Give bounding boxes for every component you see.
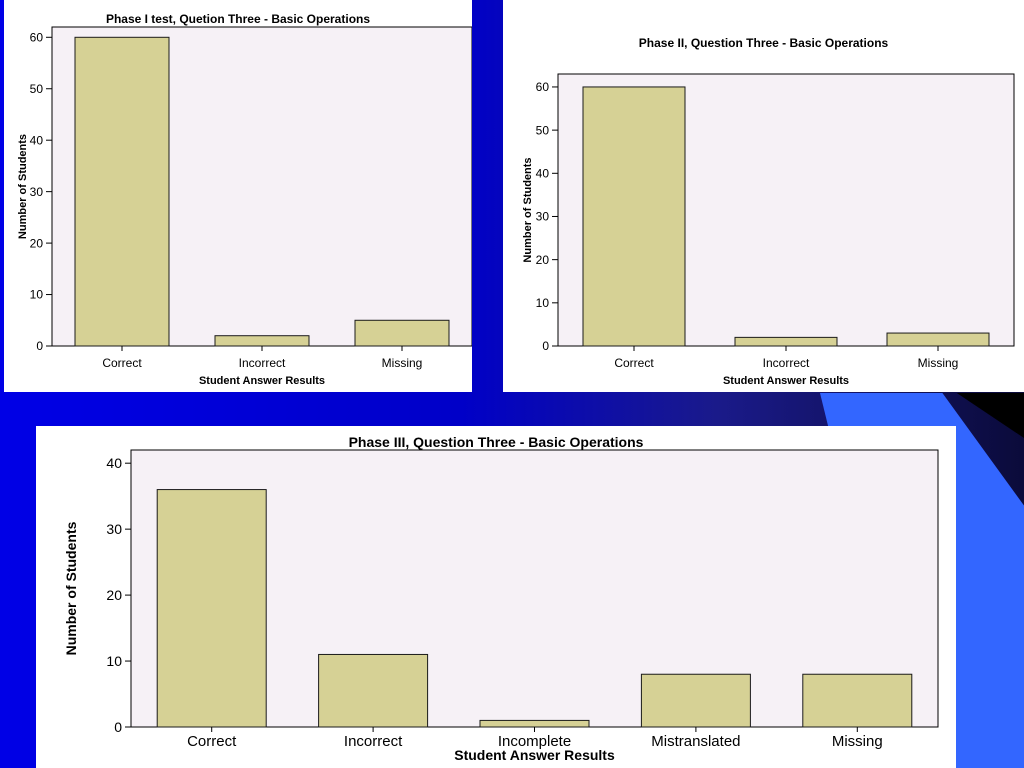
- y-tick-label: 10: [30, 288, 44, 302]
- y-tick-label: 20: [106, 587, 122, 603]
- bar-incomplete: [479, 719, 590, 728]
- y-tick-label: 20: [30, 236, 44, 250]
- chart-svg: Phase III, Question Three - Basic Operat…: [63, 434, 939, 763]
- chart-svg: Phase II, Question Three - Basic Operati…: [522, 36, 1015, 387]
- x-axis-label: Student Answer Results: [454, 747, 615, 763]
- bar-missing: [886, 332, 990, 347]
- y-tick-label: 40: [30, 133, 44, 147]
- bar-mistranslated: [640, 673, 751, 728]
- x-tick-label: Missing: [918, 356, 959, 370]
- chart-title: Phase II, Question Three - Basic Operati…: [639, 36, 889, 50]
- y-tick-label: 50: [30, 82, 44, 96]
- x-tick-label: Incorrect: [239, 356, 286, 370]
- y-tick-label: 30: [536, 210, 550, 224]
- x-axis-label: Student Answer Results: [723, 375, 849, 387]
- x-tick-label: Incorrect: [763, 356, 810, 370]
- bar-correct: [74, 36, 170, 347]
- y-axis-label: Number of Students: [17, 134, 29, 239]
- y-tick-label: 50: [536, 123, 550, 137]
- bar-missing: [802, 673, 913, 728]
- x-axis-label: Student Answer Results: [199, 375, 325, 387]
- y-tick-label: 20: [536, 253, 550, 267]
- y-tick-label: 0: [114, 719, 122, 735]
- bar-correct: [582, 86, 686, 347]
- x-tick-label: Incorrect: [344, 733, 403, 750]
- bar-incorrect: [318, 653, 429, 728]
- y-axis-label: Number of Students: [522, 157, 534, 262]
- x-tick-label: Correct: [614, 356, 654, 370]
- bar-incorrect: [214, 335, 310, 347]
- x-tick-label: Correct: [187, 733, 237, 750]
- bar-missing: [354, 319, 450, 347]
- y-axis-label: Number of Students: [63, 521, 79, 655]
- bar-correct: [156, 489, 267, 728]
- x-tick-label: Missing: [382, 356, 423, 370]
- chart-svg: Phase I test, Quetion Three - Basic Oper…: [17, 12, 472, 387]
- chart-title: Phase I test, Quetion Three - Basic Oper…: [106, 12, 370, 26]
- x-tick-label: Incomplete: [498, 733, 571, 750]
- chart-panel-phase-1: Phase I test, Quetion Three - Basic Oper…: [4, 0, 472, 392]
- y-tick-label: 0: [542, 339, 549, 353]
- y-tick-label: 40: [536, 167, 550, 181]
- y-tick-label: 60: [536, 80, 550, 94]
- y-tick-label: 0: [36, 339, 43, 353]
- x-tick-label: Missing: [832, 733, 883, 750]
- bar-incorrect: [734, 336, 838, 347]
- y-tick-label: 60: [30, 30, 44, 44]
- chart-panel-phase-2: Phase II, Question Three - Basic Operati…: [503, 0, 1024, 392]
- y-tick-label: 30: [106, 521, 122, 537]
- x-tick-label: Correct: [102, 356, 142, 370]
- chart-title: Phase III, Question Three - Basic Operat…: [349, 434, 644, 450]
- y-tick-label: 10: [536, 296, 550, 310]
- y-tick-label: 30: [30, 185, 44, 199]
- x-tick-label: Mistranslated: [651, 733, 740, 750]
- y-tick-label: 40: [106, 455, 122, 471]
- y-tick-label: 10: [106, 653, 122, 669]
- chart-panel-phase-3: Phase III, Question Three - Basic Operat…: [36, 426, 956, 768]
